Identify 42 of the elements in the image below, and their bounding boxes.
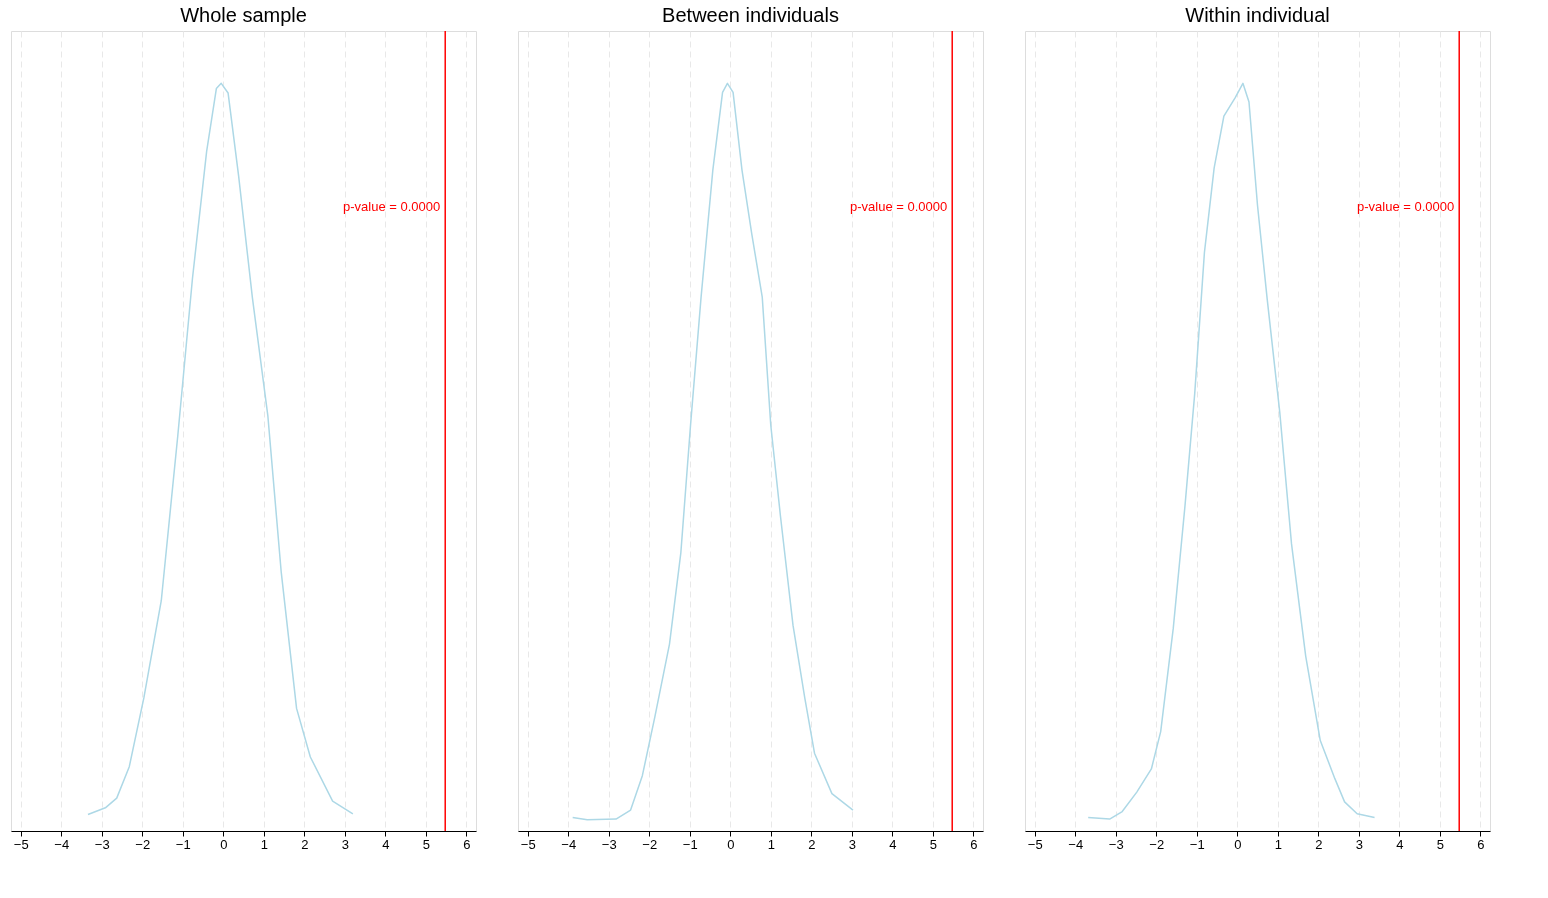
x-tick-label: −5 — [520, 836, 536, 852]
x-tick-label: 2 — [301, 836, 309, 852]
x-tick-label: −1 — [175, 836, 191, 852]
x-tick-label: −5 — [1027, 836, 1043, 852]
x-tick-label: −3 — [1108, 836, 1124, 852]
x-tick-label: 2 — [808, 836, 816, 852]
x-tick-label: 5 — [1436, 836, 1444, 852]
x-tick-label: −3 — [601, 836, 617, 852]
x-tick-label: 5 — [422, 836, 430, 852]
x-tick-label: −2 — [1149, 836, 1165, 852]
x-tick-label: −5 — [13, 836, 29, 852]
x-tick-label: 1 — [1274, 836, 1282, 852]
chart-title: Between individuals — [662, 4, 839, 27]
x-tick-label: −4 — [54, 836, 70, 852]
x-tick-label: 0 — [727, 836, 735, 852]
x-tick-label: 4 — [1396, 836, 1404, 852]
x-tick-label: −1 — [682, 836, 698, 852]
x-tick-label: 1 — [260, 836, 268, 852]
x-tick-label: −3 — [94, 836, 110, 852]
x-tick-label: −4 — [561, 836, 577, 852]
x-tick-label: −4 — [1068, 836, 1084, 852]
x-tick-label: 3 — [848, 836, 856, 852]
annotation: p-value = 0.0000 — [1357, 199, 1455, 214]
x-tick-label: 6 — [1477, 836, 1485, 852]
x-tick-label: 2 — [1315, 836, 1323, 852]
x-tick-label: 6 — [970, 836, 978, 852]
annotation: p-value = 0.0000 — [343, 199, 441, 214]
x-tick-label: −1 — [1189, 836, 1205, 852]
x-tick-label: 1 — [767, 836, 775, 852]
x-tick-label: 5 — [929, 836, 937, 852]
x-tick-label: 0 — [220, 836, 228, 852]
x-tick-label: 4 — [382, 836, 390, 852]
chart-title: Whole sample — [180, 4, 307, 27]
annotation: p-value = 0.0000 — [850, 199, 948, 214]
x-tick-label: −2 — [135, 836, 151, 852]
x-tick-label: 0 — [1234, 836, 1242, 852]
x-tick-label: 3 — [1355, 836, 1363, 852]
x-tick-label: 3 — [341, 836, 349, 852]
chart-title: Within individual — [1185, 4, 1330, 27]
x-tick-label: 4 — [889, 836, 897, 852]
x-tick-label: 6 — [463, 836, 471, 852]
x-tick-label: −2 — [642, 836, 658, 852]
